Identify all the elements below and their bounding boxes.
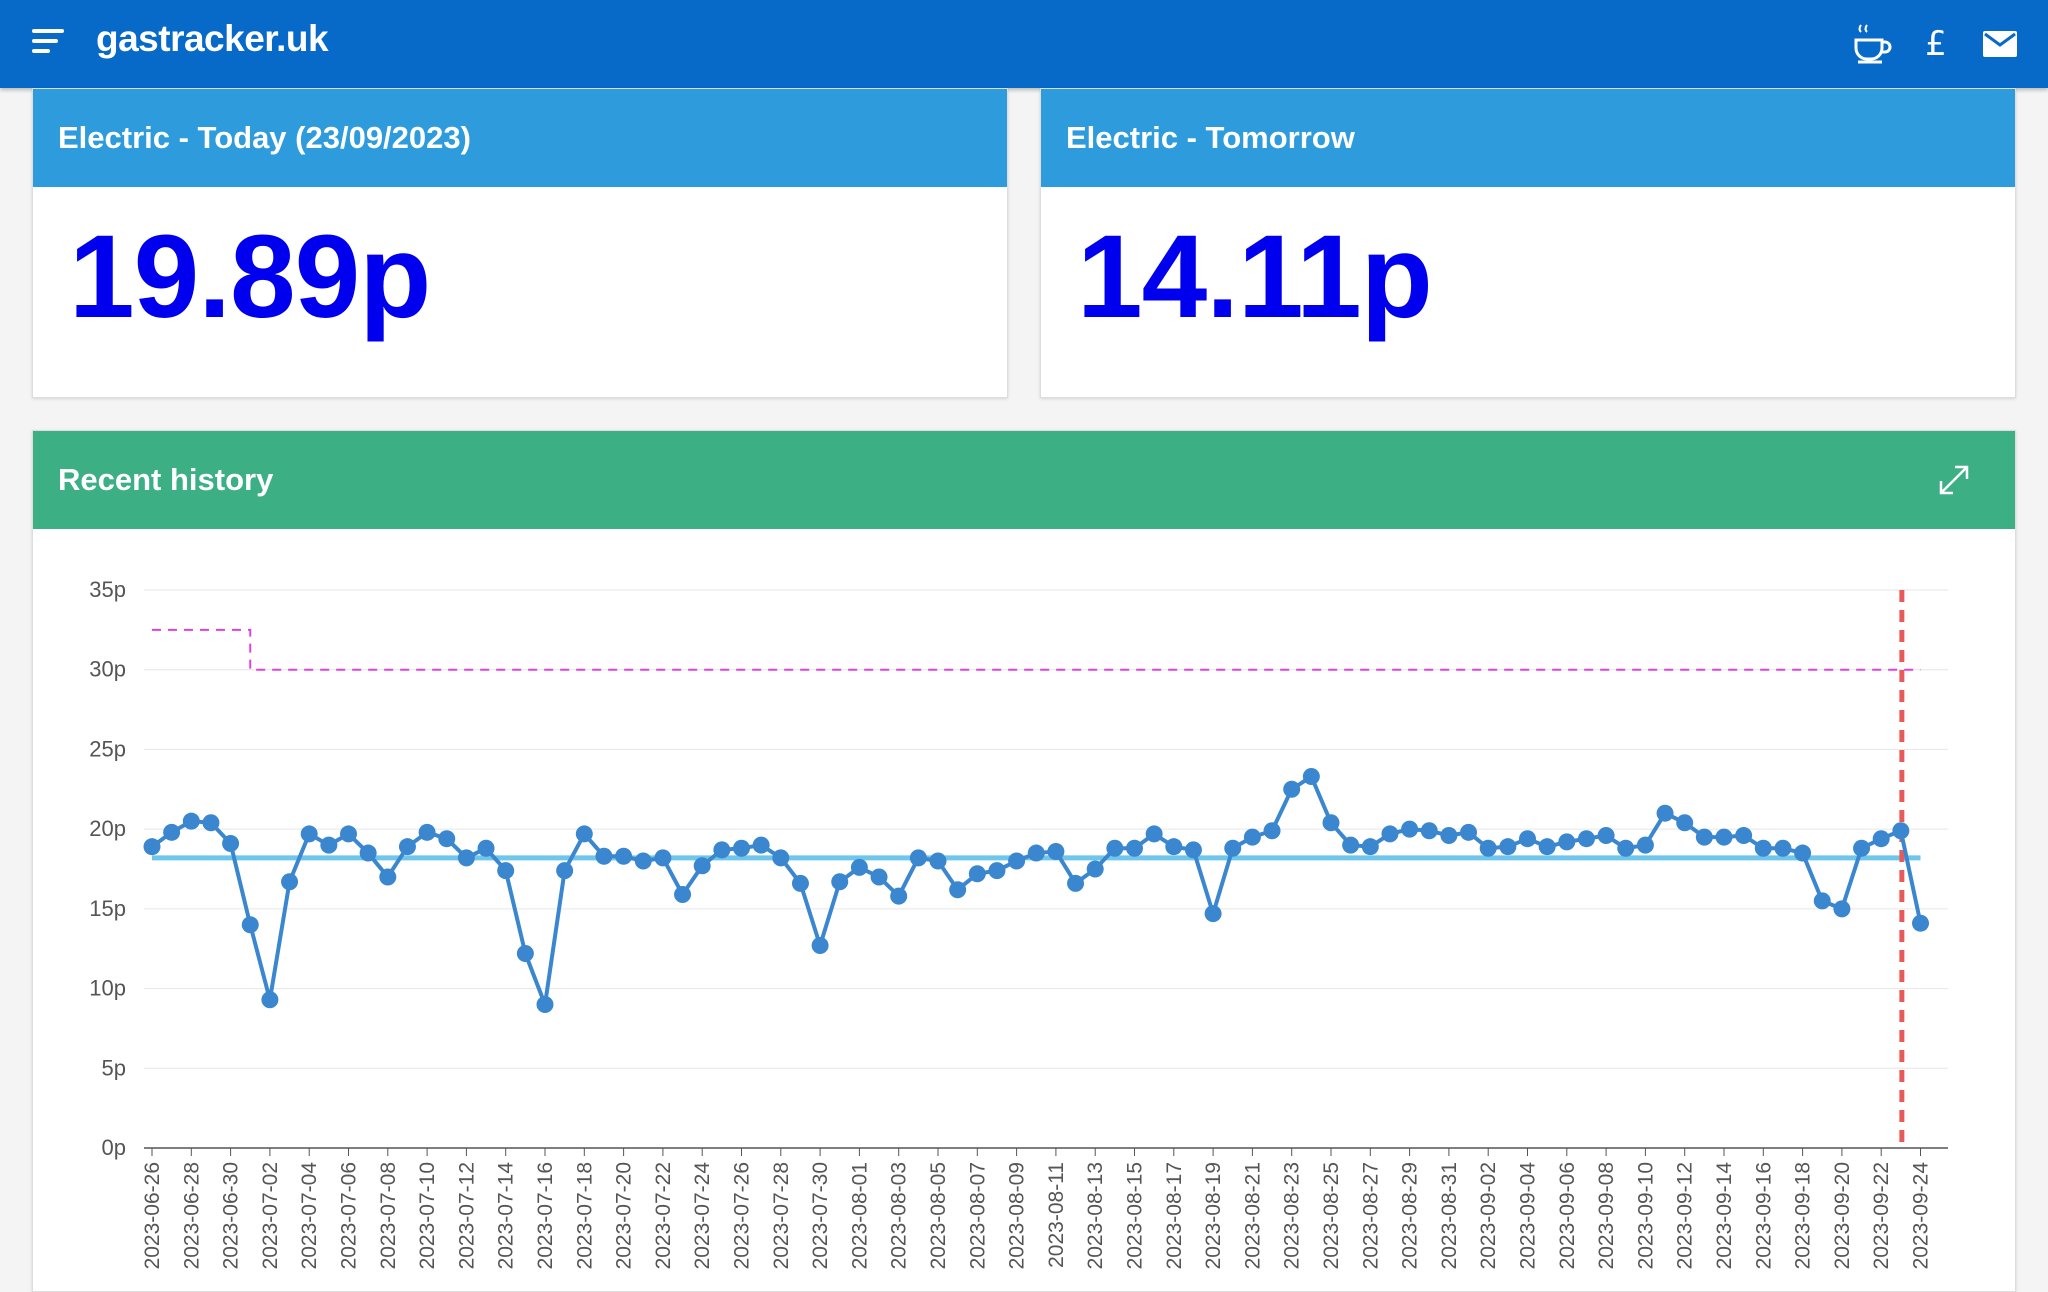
top-app-bar: gastracker.uk £: [0, 0, 2048, 88]
card-title: Recent history: [33, 431, 2015, 529]
electric-tomorrow-card: Electric - Tomorrow 14.11p: [1040, 88, 2016, 398]
recent-history-card: Recent history: [32, 430, 2016, 1292]
mail-icon[interactable]: [1976, 20, 2024, 68]
expand-icon[interactable]: [1935, 461, 1973, 499]
card-title: Electric - Tomorrow: [1041, 89, 2015, 187]
electric-today-card: Electric - Today (23/09/2023) 19.89p: [32, 88, 1008, 398]
site-brand[interactable]: gastracker.uk: [96, 18, 329, 59]
pound-icon[interactable]: £: [1925, 24, 1947, 64]
menu-icon[interactable]: [30, 25, 66, 61]
tomorrow-price: 14.11p: [1077, 211, 1433, 343]
today-price: 19.89p: [69, 211, 431, 343]
history-title: Recent history: [58, 462, 274, 497]
card-title: Electric - Today (23/09/2023): [33, 89, 1007, 187]
coffee-icon[interactable]: [1848, 20, 1896, 68]
